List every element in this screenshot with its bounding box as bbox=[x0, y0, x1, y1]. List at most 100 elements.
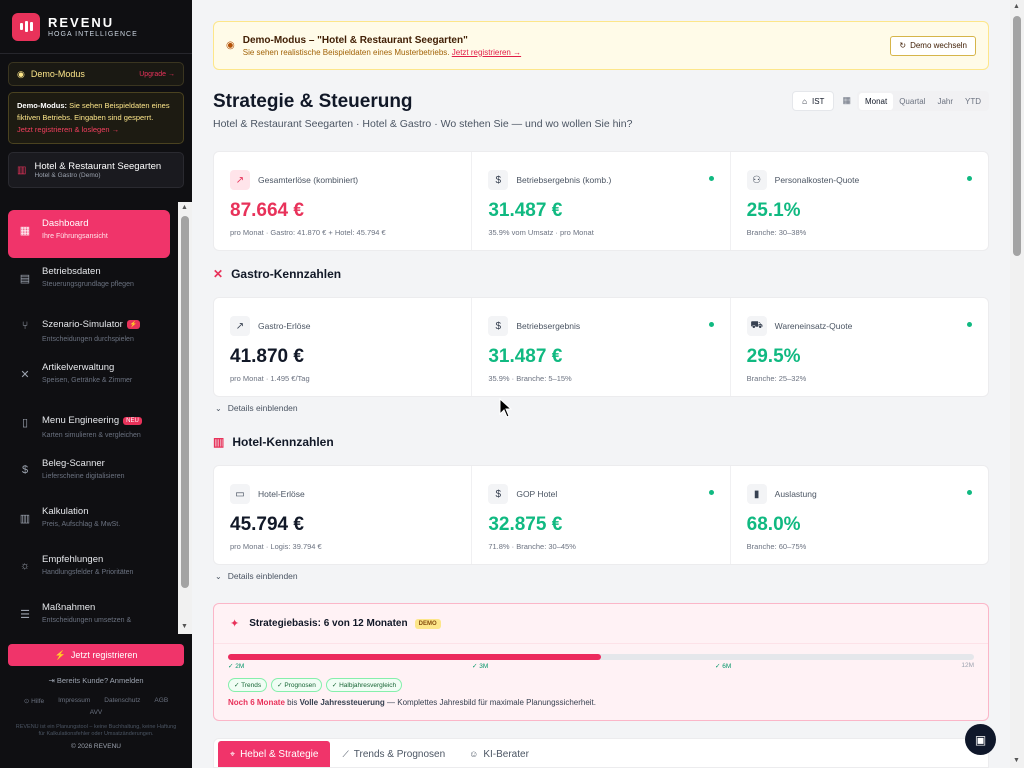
footer-link-imprint[interactable]: Impressum bbox=[58, 697, 91, 704]
sidebar-item-desc: Entscheidungen umsetzen & bbox=[42, 617, 132, 624]
sidebar-item-text: Beleg-Scanner Lieferscheine digitalisiere… bbox=[42, 458, 125, 480]
scroll-down-arrow-icon[interactable]: ▼ bbox=[1013, 757, 1020, 764]
sidebar-nav: ▦ Dashboard Ihre Führungsansicht ▤ Betriebsd… bbox=[0, 202, 178, 634]
calendar-icon: ▦ bbox=[842, 95, 851, 105]
login-link[interactable]: ⇥ Bereits Kunde? Anmelden bbox=[0, 676, 192, 685]
period-monat[interactable]: Monat bbox=[858, 92, 894, 110]
footer-link-avv[interactable]: AVV bbox=[89, 709, 103, 716]
period-quartal[interactable]: Quartal bbox=[899, 96, 926, 106]
gastro-details-label: Details einblenden bbox=[227, 403, 298, 413]
period-ytd[interactable]: YTD bbox=[965, 96, 981, 106]
refresh-icon: ↻ bbox=[899, 41, 907, 50]
tab-hebel-strategie[interactable]: ⌖ Hebel & Strategie bbox=[218, 741, 331, 767]
status-dot bbox=[708, 176, 714, 181]
sidebar-item-label: Szenario-Simulator bbox=[42, 319, 123, 330]
sidebar-item-desc: Handlungsfelder & Prioritäten bbox=[42, 569, 134, 576]
period-jahr[interactable]: Jahr bbox=[937, 96, 953, 106]
content-tabs: ⌖ Hebel & Strategie ⟋ Trends & Prognosen ☺ KI… bbox=[213, 738, 989, 768]
sidebar-item-desc: Lieferscheine digitalisieren bbox=[42, 473, 125, 480]
strategy-foot-mid: bis bbox=[284, 698, 300, 707]
kpi-card: ↗ Gesamterlöse (kombiniert) 87.664 € pro Mo… bbox=[214, 152, 473, 250]
sidebar-item-badge: ⚡ bbox=[126, 320, 141, 329]
page-scrollbar[interactable]: ▲ ▼ bbox=[1010, 0, 1024, 768]
kpi-label: Betriebsergebnis bbox=[516, 321, 581, 331]
strategy-progress-bar bbox=[228, 654, 974, 660]
hotel-details-toggle[interactable]: ⌄ Details einblenden bbox=[213, 565, 989, 587]
sidebar-item-szenario-simulator[interactable]: ⑂ Szenario-Simulator ⚡ Entscheidungen durch… bbox=[8, 306, 170, 354]
kpi-note: 35.9% · Branche: 5–15% bbox=[488, 374, 572, 383]
switch-demo-button[interactable]: ↻ Demo wechseln bbox=[890, 35, 976, 56]
sidebar-item-dashboard[interactable]: ▦ Dashboard Ihre Führungsansicht bbox=[8, 210, 170, 258]
scroll-up-arrow-icon[interactable]: ▲ bbox=[181, 204, 188, 211]
footer-link-terms[interactable]: AGB bbox=[154, 697, 169, 704]
footer-link-privacy[interactable]: Datenschutz bbox=[104, 697, 141, 704]
strategy-foot-rest: — Komplettes Jahresbild für maximale Pla… bbox=[384, 698, 597, 707]
sidebar-item-text: Menu Engineering NEU Karten simulieren & v… bbox=[42, 410, 142, 439]
mouse-cursor-icon bbox=[499, 398, 513, 418]
scroll-up-arrow-icon[interactable]: ▲ bbox=[1013, 3, 1020, 10]
list-icon: ☰ bbox=[20, 609, 30, 621]
kpi-label: Betriebsergebnis (komb.) bbox=[516, 175, 612, 185]
company-selector[interactable]: ▥ Hotel & Restaurant Seegarten Hotel & G… bbox=[8, 152, 184, 188]
brand-title: REVENU bbox=[48, 15, 115, 30]
sidebar-item-empfehlungen[interactable]: ☼ Empfehlungen Handlungsfelder & Priorität… bbox=[8, 546, 170, 594]
register-start-link[interactable]: Jetzt registrieren & loslegen → bbox=[17, 125, 120, 134]
gastro-section-title: ✕ Gastro-Kennzahlen bbox=[213, 251, 989, 297]
tab-label: Trends & Prognosen bbox=[353, 748, 446, 760]
chat-button[interactable]: ▣ bbox=[965, 724, 996, 755]
tick-3m: ✓ 3M bbox=[472, 663, 489, 670]
utensils-icon: ✕ bbox=[213, 267, 224, 281]
gastro-details-toggle[interactable]: ⌄ Details einblenden bbox=[213, 397, 989, 419]
dollar-icon: $ bbox=[488, 170, 509, 190]
disclaimer: REVENU ist ein Planungstool – keine Buch… bbox=[15, 724, 177, 737]
strategy-footnote: Noch 6 Monate bis Volle Jahressteuerung … bbox=[228, 698, 974, 707]
kpi-header: ↗ Gastro-Erlöse bbox=[230, 316, 455, 336]
demo-banner-register-link[interactable]: Jetzt registrieren → bbox=[451, 47, 522, 57]
kpi-header: ▭ Hotel-Erlöse bbox=[230, 484, 455, 504]
demo-info-text: Sie sehen Beispieldaten eines fiktiven B… bbox=[17, 101, 170, 122]
sidebar-item-text: Betriebsdaten Steuerungsgrundlage pflegen bbox=[42, 266, 134, 288]
sidebar-item-betriebsdaten[interactable]: ▤ Betriebsdaten Steuerungsgrundlage pflege… bbox=[8, 258, 170, 306]
tab-trends-prognosen[interactable]: ⟋ Trends & Prognosen bbox=[330, 741, 457, 767]
register-button-label: Jetzt registrieren bbox=[70, 650, 138, 660]
building-icon: ▥ bbox=[213, 435, 225, 449]
receipt-icon: $ bbox=[21, 464, 29, 476]
sidebar-item-kalkulation[interactable]: ▥ Kalkulation Preis, Aufschlag & MwSt. bbox=[8, 498, 170, 546]
sidebar-scroll-thumb[interactable] bbox=[181, 216, 189, 588]
chip-forecasts: ✓ Prognosen bbox=[271, 678, 322, 692]
gastro-section-title-label: Gastro-Kennzahlen bbox=[231, 267, 342, 281]
sidebar-item-ma-nahmen[interactable]: ☰ Maßnahmen Entscheidungen umsetzen & bbox=[8, 594, 170, 634]
dollar-icon: $ bbox=[488, 316, 509, 336]
scroll-down-arrow-icon[interactable]: ▼ bbox=[181, 623, 188, 630]
footer-link-help[interactable]: ⊙ Hilfe bbox=[23, 698, 45, 705]
eye-icon: ◉ bbox=[226, 40, 235, 51]
ist-toggle[interactable]: ⌂ IST bbox=[792, 91, 835, 111]
status-dot bbox=[708, 490, 714, 495]
hotel-details-label: Details einblenden bbox=[227, 571, 298, 581]
tab-ki-berater[interactable]: ☺ KI-Berater bbox=[457, 741, 541, 767]
company-name: Hotel & Restaurant Seegarten bbox=[34, 161, 162, 172]
register-button[interactable]: ⚡ Jetzt registrieren bbox=[8, 644, 184, 666]
utensils-icon: ✕ bbox=[20, 369, 30, 381]
brand-subtitle: HOGA INTELLIGENCE bbox=[48, 31, 138, 38]
trend-up-icon: ↗ bbox=[230, 170, 250, 190]
brand-logo-icon bbox=[12, 12, 40, 41]
demo-info-lead: Demo-Modus: bbox=[17, 101, 67, 110]
brand[interactable]: REVENU HOGA INTELLIGENCE bbox=[0, 0, 192, 54]
sidebar-item-beleg-scanner[interactable]: $ Beleg-Scanner Lieferscheine digitalisier… bbox=[8, 450, 170, 498]
tab-label: Hebel & Strategie bbox=[240, 748, 319, 760]
sidebar-item-menu-engineering[interactable]: ▯ Menu Engineering NEU Karten simulieren & … bbox=[8, 402, 170, 450]
kpi-note: pro Monat · Gastro: 41.870 € + Hotel: 45… bbox=[230, 228, 386, 237]
kpi-row-hotel: ▭ Hotel-Erlöse 45.794 € pro Monat · Logis: … bbox=[213, 465, 989, 565]
upgrade-link[interactable]: Upgrade → bbox=[139, 70, 175, 78]
demo-mode-pill[interactable]: ◉ Demo-Modus Upgrade → bbox=[8, 62, 184, 86]
demo-banner-text: Sie sehen realistische Beispieldaten ein… bbox=[243, 48, 521, 57]
chart-line-icon: ⟋ bbox=[342, 748, 349, 759]
kpi-note: Branche: 30–38% bbox=[746, 228, 807, 237]
sidebar-scrollbar[interactable]: ▲ ▼ bbox=[178, 202, 192, 634]
page-scroll-thumb[interactable] bbox=[1013, 16, 1021, 256]
sidebar-item-artikelverwaltung[interactable]: ✕ Artikelverwaltung Speisen, Getränke & Zi… bbox=[8, 354, 170, 402]
kpi-note: Branche: 60–75% bbox=[746, 542, 807, 551]
strategy-base-card: ✦ Strategiebasis: 6 von 12 Monaten DEMO … bbox=[213, 603, 989, 721]
page-subtitle: Hotel & Restaurant Seegarten · Hotel & G… bbox=[213, 118, 633, 130]
